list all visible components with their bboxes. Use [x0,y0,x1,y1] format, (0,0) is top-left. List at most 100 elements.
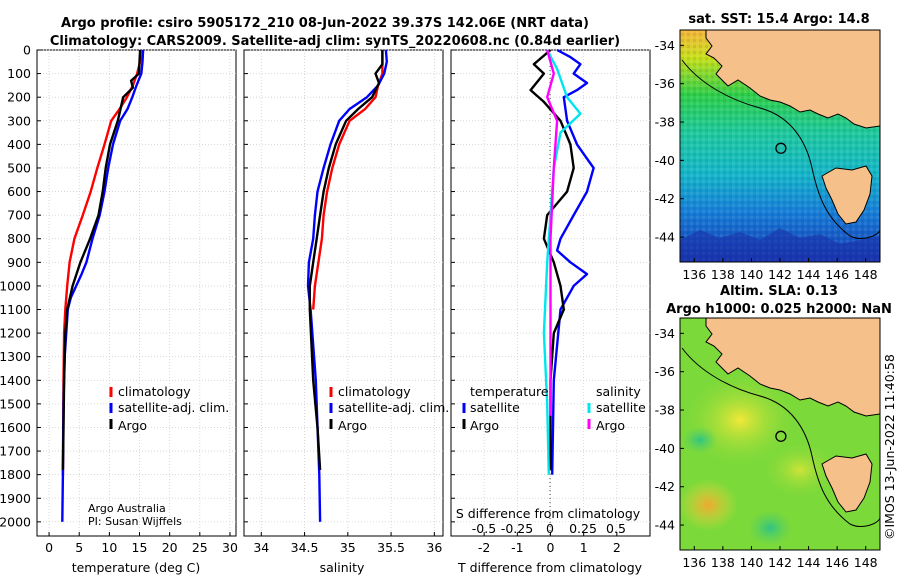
series-line-satellite-t [551,48,595,475]
figure-title-line1: Argo profile: csiro 5905172_210 08-Jun-2… [61,16,589,31]
legend-satellite-label: satellite-adj. clim. [118,400,229,415]
imos-watermark: ©IMOS 13-Jun-2022 11:40:58 [882,354,897,540]
lat-tick-label: -36 [655,76,675,91]
difference-top-axis: -0.5 -0.25 0 0.25 0.5 [472,521,626,536]
legend-argo-t-label: Argo [470,418,499,433]
salinity-xlabel: salinity [320,560,365,575]
lat-tick-label: -40 [655,153,675,168]
x-tick-label: 1 [580,540,588,555]
depth-tick-label: 1000 [0,278,31,293]
x-tick-label: 34 [253,540,269,555]
lon-tick-label: 142 [768,267,792,282]
depth-tick-label: 400 [7,137,31,152]
sst-bathymetry-contour [681,59,880,239]
lat-tick-label: -38 [655,115,675,130]
lon-tick-label: 138 [711,267,735,282]
salinity-lines [306,49,388,522]
depth-tick-label: 1600 [0,420,31,435]
sla-low-patch-2 [682,426,718,454]
figure-title-line2: Climatology: CARS2009. Satellite-adj cli… [50,34,620,49]
sla-land-tasmania [821,453,873,513]
depth-tick-label: 1200 [0,326,31,341]
salinity-panel [243,49,444,537]
depth-tick-label: 1700 [0,444,31,459]
depth-tick-label: 300 [7,113,31,128]
sla-map-axes: 136 138 140 142 144 146 148 -34 -36 -38 -40 -42 -44 [655,326,878,570]
top-tick-label: -0.25 [501,521,533,536]
temperature-legend: climatology satellite-adj. clim. Argo [109,384,229,433]
top-tick-label: -0.5 [472,521,496,536]
depth-tick-label: 1300 [0,349,31,364]
depth-tick-label: 1100 [0,302,31,317]
sla-argo-float-marker [775,430,787,442]
x-tick-label: 15 [132,540,148,555]
x-tick-label: 35 [340,540,356,555]
x-tick-label: 10 [101,540,117,555]
credit-line2: PI: Susan Wijffels [88,515,182,528]
lon-tick-label: 142 [768,555,792,570]
lon-tick-label: 146 [825,267,849,282]
depth-tick-label: 200 [7,90,31,105]
sla-land-australia [705,318,880,417]
depth-tick-label: 700 [7,208,31,223]
x-tick-label: -1 [511,540,523,555]
depth-tick-label: 1900 [0,491,31,506]
sst-land-australia [705,30,880,129]
x-tick-label: 5 [75,540,83,555]
top-tick-label: 0.5 [606,521,626,536]
series-line-climatology [61,49,142,475]
x-tick-label: -2 [478,540,490,555]
credit-line1: Argo Australia [88,502,166,515]
x-tick-label: 34.5 [291,540,319,555]
legend-argo-label: Argo [338,418,367,433]
lon-tick-label: 138 [711,555,735,570]
x-tick-label: 35.5 [377,540,405,555]
top-tick-label: 0 [546,521,554,536]
sst-map-axes: 136 138 140 142 144 146 148 -34 -36 -38 -40 -42 -44 [655,38,878,282]
sst-land-tasmania [821,165,873,225]
lon-tick-label: 148 [854,555,878,570]
legend-satellite-label: satellite-adj. clim. [338,400,449,415]
lon-tick-label: 144 [797,555,821,570]
lon-tick-label: 146 [825,555,849,570]
sst-map [680,30,880,262]
x-tick-label: 30 [222,540,238,555]
legend-salinity-title: salinity [596,384,641,399]
sla-map [680,318,880,550]
lat-tick-label: -44 [655,230,675,245]
series-line-argo-t [529,49,575,470]
depth-tick-label: 600 [7,184,31,199]
x-tick-label: 25 [192,540,208,555]
x-tick-label: 2 [613,540,621,555]
lat-tick-label: -34 [655,326,675,341]
lat-tick-label: -44 [655,518,675,533]
sla-low-patch [748,510,792,546]
depth-tick-label: 800 [7,231,31,246]
salinity-legend: climatology satellite-adj. clim. Argo [329,384,449,433]
lat-tick-label: -42 [655,191,675,206]
temperature-grid [37,49,236,536]
x-tick-label: 20 [162,540,178,555]
x-tick-label: 0 [45,540,53,555]
lat-tick-label: -38 [655,403,675,418]
temperature-x-axis: 0 5 10 15 20 25 30 [45,532,238,555]
temperature-lines [61,49,145,522]
lat-tick-label: -40 [655,441,675,456]
difference-lines [529,48,595,475]
depth-tick-label: 2000 [0,514,31,529]
series-line-argo-s [546,49,559,416]
x-tick-label: 0 [547,540,555,555]
sst-cold-band [680,228,880,262]
depth-axis: 0 100 200 300 400 500 600 700 800 900 1000 1100 1200… [0,43,455,529]
sla-map-title-line2: Argo h1000: 0.025 h2000: NaN [666,302,892,317]
lon-tick-label: 140 [739,555,763,570]
legend-climatology-label: climatology [338,384,411,399]
lat-tick-label: -42 [655,479,675,494]
salinity-x-axis: 34 34.5 35 35.5 36 [253,532,442,555]
series-line-argo [308,50,384,470]
legend-sat-s-label: satellite [596,400,646,415]
sla-high-patch-2 [680,479,738,531]
series-line-argo [61,49,142,470]
legend-temperature-title: temperature [470,384,549,399]
